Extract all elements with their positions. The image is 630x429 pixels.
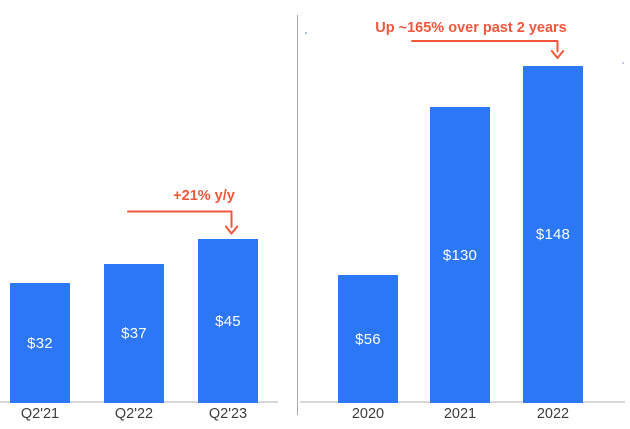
bar-2020: $56 [338, 275, 398, 403]
bar-q221: $32 [10, 283, 70, 403]
bar-q223: $45 [198, 239, 258, 403]
bar-2022: $148 [523, 66, 583, 403]
speck-dot [305, 32, 307, 34]
annual-growth-annotation: Up ~165% over past 2 years [375, 20, 567, 36]
axis-tick-label: Q2'21 [20, 406, 60, 422]
bar-value-label: $130 [442, 246, 478, 264]
bar-value-label: $56 [355, 330, 381, 348]
speck-dot [622, 62, 624, 64]
quarterly-growth-annotation: +21% y/y [173, 188, 235, 204]
bar-2021: $130 [430, 107, 490, 403]
axis-tick-label: Q2'22 [114, 406, 154, 422]
bar-q222: $37 [104, 264, 164, 403]
bar-value-label: $45 [215, 312, 241, 330]
axis-tick-label: 2021 [443, 406, 477, 422]
bar-value-label: $37 [121, 325, 147, 342]
axis-tick-label: 2020 [351, 406, 385, 422]
charts-divider [296, 15, 298, 415]
axis-tick-label: 2022 [536, 406, 570, 422]
bar-value-label: $32 [27, 334, 53, 352]
axis-tick-label: Q2'23 [208, 406, 248, 422]
bar-value-label: $148 [535, 226, 571, 243]
